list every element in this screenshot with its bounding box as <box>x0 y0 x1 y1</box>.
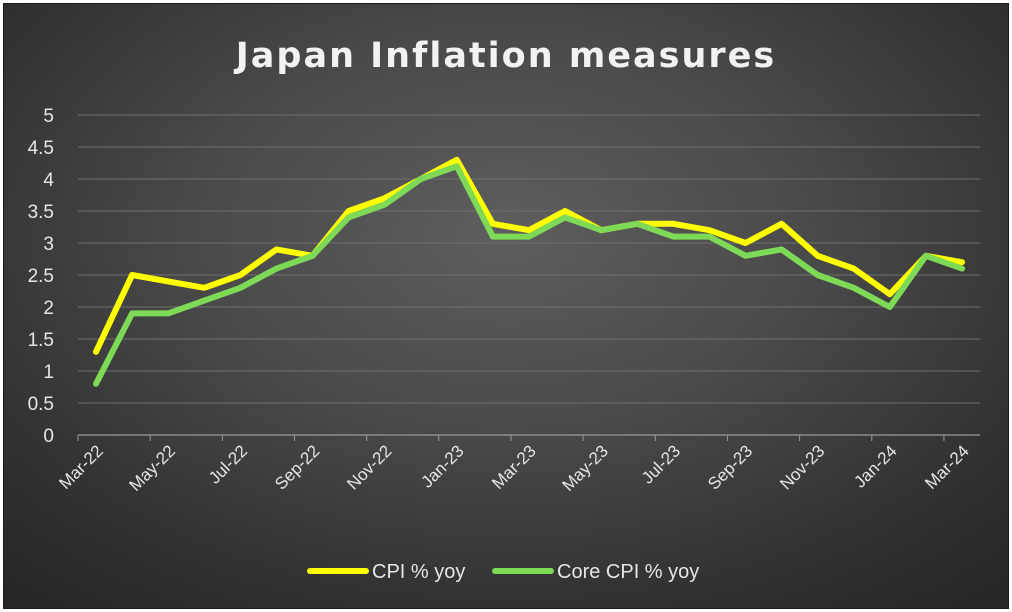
series-line-core-cpi <box>93 163 965 387</box>
y-tick-label: 2 <box>43 298 54 319</box>
y-tick-label: 3.5 <box>28 202 54 223</box>
chart-frame <box>3 3 1009 609</box>
x-tick-label: Nov-23 <box>776 441 828 493</box>
series-lines <box>93 156 965 387</box>
legend-item: CPI % yoy <box>307 561 465 583</box>
x-tick-label: Jan-24 <box>850 441 900 491</box>
x-tick-label: Jan-23 <box>417 441 467 491</box>
y-tick-label: 0 <box>43 426 54 447</box>
x-tick-label: Jul-22 <box>205 441 251 487</box>
y-tick-label: 0.5 <box>28 394 54 415</box>
x-tick-label: Nov-22 <box>343 441 395 493</box>
y-tick-label: 1 <box>43 362 54 383</box>
x-tick-label: May-23 <box>558 441 612 495</box>
x-axis: Mar-22 May-22 Jul-22 Sep-22 Nov-22 Jan-23 Mar-… <box>55 434 980 495</box>
x-tick-label: Mar-23 <box>488 441 540 493</box>
y-tick-label: 4.5 <box>28 138 54 159</box>
x-tick-label: Sep-22 <box>271 441 323 493</box>
y-tick-label: 5 <box>43 106 54 127</box>
x-tick-label: Sep-23 <box>704 441 756 493</box>
y-axis: 0 0.5 1 1.5 2 2.5 3 3.5 4 4.5 5 <box>28 106 55 447</box>
x-tick-label: Jul-23 <box>638 441 684 487</box>
x-tick-label: May-22 <box>126 441 180 495</box>
legend-item: Core CPI % yoy <box>492 561 699 583</box>
gridlines <box>78 114 980 404</box>
y-tick-label: 4 <box>43 170 54 191</box>
y-tick-label: 1.5 <box>28 330 54 351</box>
legend-label: CPI % yoy <box>372 561 465 583</box>
y-tick-label: 3 <box>43 234 54 255</box>
y-tick-label: 2.5 <box>28 266 54 287</box>
legend-label: Core CPI % yoy <box>557 561 699 583</box>
x-tick-label: Mar-24 <box>921 441 973 493</box>
legend: CPI % yoy Core CPI % yoy <box>307 561 699 583</box>
chart-title: Japan Inflation measures <box>234 36 776 76</box>
series-line-cpi <box>93 156 965 355</box>
x-tick-label: Mar-22 <box>55 441 107 493</box>
